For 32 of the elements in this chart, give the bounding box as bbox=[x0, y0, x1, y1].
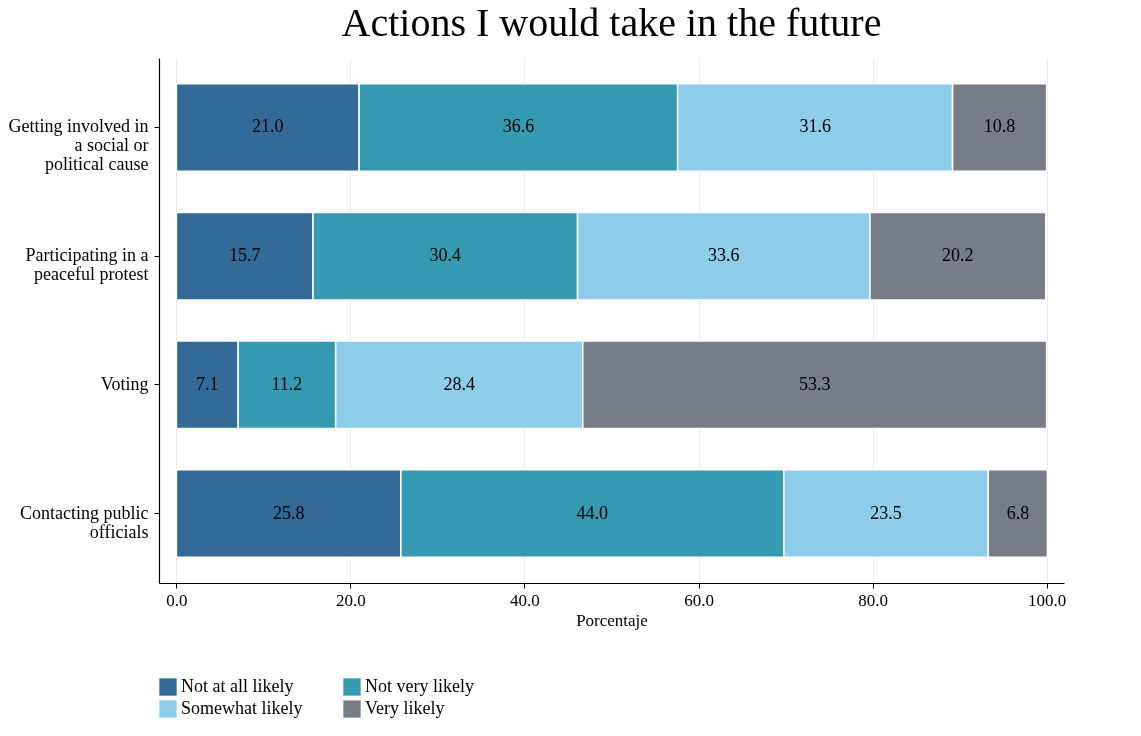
data-label: 25.8 bbox=[272, 502, 305, 523]
data-label: 44.0 bbox=[576, 502, 609, 523]
x-axis-title: Porcentaje bbox=[576, 610, 648, 630]
data-label: 28.4 bbox=[443, 373, 475, 394]
x-tick-label: 80.0 bbox=[858, 590, 888, 610]
data-label: 6.8 bbox=[1006, 502, 1030, 523]
x-tick-label: 60.0 bbox=[684, 590, 714, 610]
data-label: 36.6 bbox=[502, 116, 535, 137]
data-label: 20.2 bbox=[942, 245, 974, 266]
y-tick-label: Contacting public officials bbox=[20, 502, 149, 542]
data-label: 53.3 bbox=[798, 373, 831, 394]
data-label: 31.6 bbox=[799, 116, 831, 137]
legend-label: Not at all likely bbox=[181, 676, 294, 696]
data-label: 15.7 bbox=[228, 245, 261, 266]
chart-title: Actions I would take in the future bbox=[341, 0, 882, 45]
data-label: 10.8 bbox=[983, 116, 1016, 137]
x-tick-label: 20.0 bbox=[336, 590, 366, 610]
legend-label: Very likely bbox=[365, 698, 445, 718]
x-tick-label: 100.0 bbox=[1027, 590, 1067, 610]
x-tick-label: 0.0 bbox=[166, 590, 188, 610]
data-label: 21.0 bbox=[252, 116, 284, 137]
legend-label: Not very likely bbox=[365, 676, 474, 696]
y-tick-label: Participating in a peaceful protest bbox=[25, 245, 149, 285]
y-tick-label: Voting bbox=[100, 373, 149, 394]
data-label: 7.1 bbox=[196, 373, 219, 394]
data-label: 11.2 bbox=[271, 373, 303, 394]
y-tick-label: Getting involved in a social or political cause bbox=[8, 116, 149, 175]
data-label: 33.6 bbox=[708, 245, 740, 266]
data-label: 23.5 bbox=[870, 502, 902, 523]
x-tick-label: 40.0 bbox=[510, 590, 540, 610]
data-label: 30.4 bbox=[429, 245, 462, 266]
legend-label: Somewhat likely bbox=[181, 698, 303, 718]
